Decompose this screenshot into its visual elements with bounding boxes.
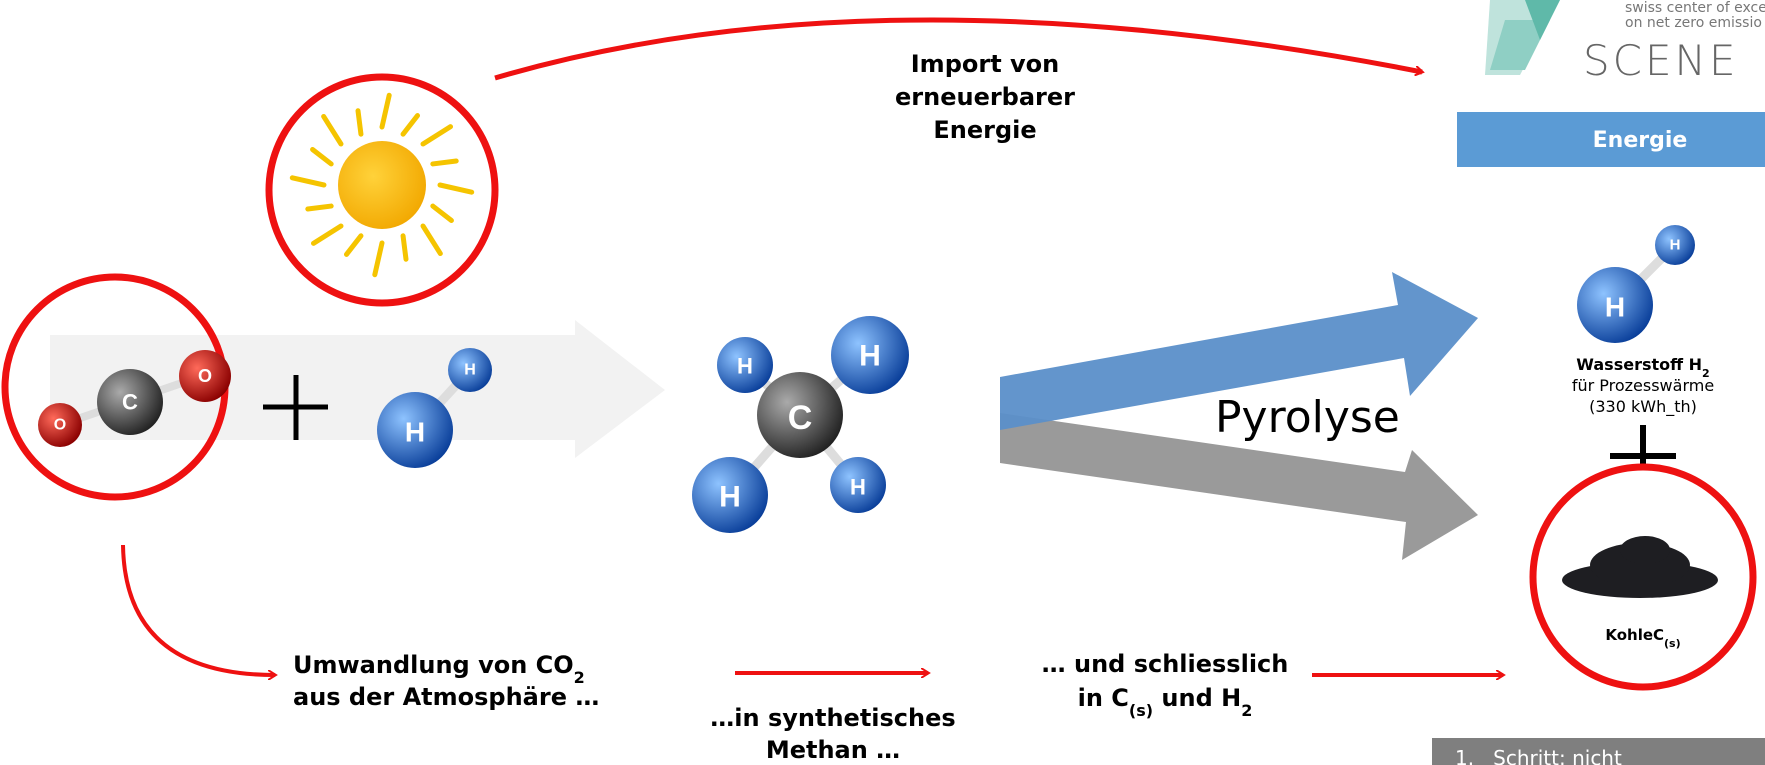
page: {"logo": {"line1": "swiss center of exce… <box>0 0 1765 765</box>
sun-ray <box>308 206 331 209</box>
atom-label: H <box>405 417 425 448</box>
footnote: 1. Schritt: nicht <box>1455 746 1622 765</box>
atom-label: H <box>737 354 753 379</box>
atom-label: H <box>850 475 866 500</box>
step-text: Umwandlung von CO2 <box>293 651 585 687</box>
subscript: (s) <box>1664 637 1681 650</box>
text: in C <box>1078 684 1129 712</box>
atom-label: H <box>1670 237 1681 254</box>
pyrolysis-label: Pyrolyse <box>1215 392 1400 443</box>
atom-label: C <box>788 399 813 437</box>
step-text: … und schliesslich <box>1042 650 1289 678</box>
text: Wasserstoff H <box>1576 355 1702 374</box>
step-text: in C(s) und H2 <box>1078 684 1253 720</box>
text: KohleC <box>1605 626 1664 644</box>
subscript: 2 <box>1241 701 1252 720</box>
sun-ray <box>403 236 406 259</box>
step-text: Methan … <box>766 736 900 764</box>
logo-line: swiss center of exce <box>1625 0 1765 16</box>
import-label: erneuerbarer <box>895 83 1075 111</box>
import-label: Import von <box>911 50 1060 78</box>
logo-name: SCENE <box>1583 36 1738 85</box>
step-text: …in synthetisches <box>710 704 955 732</box>
atom-label: H <box>719 481 741 514</box>
atom-label: H <box>464 362 476 379</box>
text: Umwandlung von CO <box>293 651 574 679</box>
text: und H <box>1153 684 1241 712</box>
slide: swiss center of exce on net zero emissio… <box>0 0 1765 765</box>
step-text: aus der Atmosphäre … <box>293 683 599 711</box>
sun-ray <box>358 111 361 134</box>
subscript: (s) <box>1129 701 1153 720</box>
hydrogen-line: für Prozesswärme <box>1572 376 1714 395</box>
flow-arrow <box>123 545 275 675</box>
atom-label: O <box>54 417 66 434</box>
logo-line: on net zero emissio <box>1625 15 1762 31</box>
atom-label: O <box>198 366 212 386</box>
logo: swiss center of exce on net zero emissio… <box>1485 0 1765 85</box>
atom-label: H <box>859 340 881 373</box>
energy-header: Energie <box>1593 128 1688 153</box>
atom-label: H <box>1605 292 1625 323</box>
import-label: Energie <box>933 116 1036 144</box>
sun <box>269 77 495 303</box>
atom-label: C <box>122 390 138 415</box>
hydrogen-line: (330 kWh_th) <box>1589 397 1697 417</box>
sun-ray <box>433 161 456 164</box>
